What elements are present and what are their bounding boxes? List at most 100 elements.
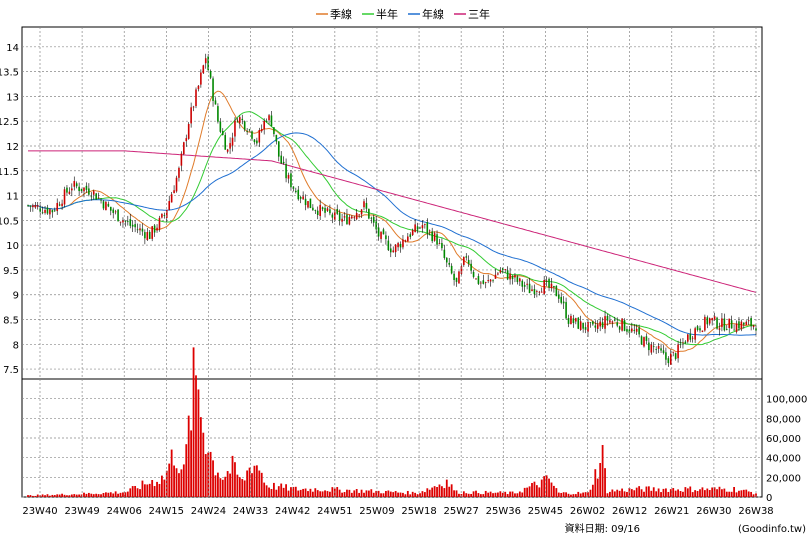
candle-body bbox=[657, 345, 660, 349]
candle-body bbox=[501, 268, 504, 270]
volume-bar bbox=[255, 465, 258, 497]
candle-body bbox=[127, 221, 129, 223]
volume-bar bbox=[75, 494, 78, 497]
candle-body bbox=[538, 291, 541, 293]
candle-body bbox=[251, 131, 253, 139]
x-tick-label: 26W30 bbox=[696, 506, 731, 517]
candle-body bbox=[66, 187, 68, 193]
candle-body bbox=[146, 232, 149, 241]
candle-body bbox=[402, 239, 404, 248]
candle-body bbox=[487, 280, 489, 282]
candle-body bbox=[531, 289, 533, 291]
volume-bar bbox=[29, 495, 32, 497]
candle-body bbox=[635, 328, 638, 332]
volume-bar bbox=[735, 492, 738, 497]
candle-body bbox=[117, 209, 119, 222]
candle-body bbox=[667, 358, 670, 364]
volume-bar bbox=[526, 487, 529, 497]
volume-bar bbox=[180, 469, 183, 497]
volume-bar bbox=[49, 495, 51, 497]
candle-body bbox=[669, 353, 672, 365]
volume-bar bbox=[302, 488, 305, 497]
candle-body bbox=[589, 322, 592, 324]
candle-body bbox=[472, 271, 475, 277]
volume-bar bbox=[231, 455, 234, 497]
price-tick-label: 11.5 bbox=[0, 167, 19, 178]
volume-bar bbox=[594, 469, 597, 497]
candle-body bbox=[36, 205, 39, 207]
volume-bar bbox=[701, 487, 704, 497]
volume-bar bbox=[409, 494, 412, 497]
candle-body bbox=[212, 78, 214, 101]
candle-body bbox=[153, 225, 156, 233]
volume-bar bbox=[338, 489, 341, 497]
volume-bar bbox=[475, 490, 477, 497]
candle-body bbox=[638, 327, 640, 335]
x-axis-ticks: 23W40 23W49 24W06 24W15 24W24 24W33 24W42 24W51… bbox=[22, 506, 773, 517]
volume-bar bbox=[674, 490, 677, 497]
volume-bar bbox=[355, 489, 358, 497]
candle-body bbox=[682, 342, 684, 344]
candle-body bbox=[665, 352, 667, 360]
volume-bar bbox=[392, 492, 395, 497]
candle-body bbox=[58, 204, 61, 206]
candle-body bbox=[711, 318, 713, 321]
candle-body bbox=[180, 153, 183, 166]
candle-body bbox=[307, 201, 309, 208]
candle-body bbox=[156, 227, 158, 231]
candle-body bbox=[504, 269, 507, 270]
volume-bar bbox=[122, 492, 124, 497]
volume-bar bbox=[421, 491, 424, 497]
candle-body bbox=[562, 301, 565, 304]
candle-body bbox=[136, 229, 139, 231]
candle-body bbox=[114, 211, 117, 213]
volume-bar bbox=[453, 490, 455, 497]
volume-bar bbox=[385, 490, 387, 497]
volume-bar bbox=[394, 491, 397, 497]
candle-body bbox=[687, 334, 689, 342]
volume-bar bbox=[212, 460, 214, 497]
volume-grid bbox=[22, 398, 762, 498]
candle-body bbox=[282, 161, 285, 164]
volume-bar bbox=[523, 487, 526, 497]
price-grid bbox=[22, 46, 762, 370]
candle-body bbox=[209, 71, 212, 78]
volume-bar bbox=[716, 489, 718, 497]
candle-body bbox=[46, 207, 49, 214]
volume-bar bbox=[229, 473, 231, 497]
volume-bar bbox=[706, 488, 709, 497]
volume-bar bbox=[738, 490, 740, 497]
moving-average-lines bbox=[27, 90, 757, 353]
candle-body bbox=[44, 209, 46, 213]
candle-body bbox=[484, 282, 487, 283]
volume-bar bbox=[331, 487, 334, 497]
x-tick-label: 25W18 bbox=[401, 506, 436, 517]
volume-bar bbox=[443, 488, 446, 497]
x-tick-label: 26W38 bbox=[738, 506, 773, 517]
candle-body bbox=[192, 106, 195, 108]
volume-bar bbox=[263, 482, 266, 497]
volume-bar bbox=[31, 495, 34, 497]
volume-bar bbox=[78, 494, 81, 497]
candle-body bbox=[438, 243, 441, 244]
price-tick-label: 9.5 bbox=[3, 266, 19, 277]
candle-body bbox=[256, 140, 258, 144]
ma-3year-line bbox=[28, 150, 757, 293]
candle-body bbox=[263, 121, 265, 130]
volume-bar bbox=[479, 494, 482, 497]
volume-bar bbox=[402, 492, 404, 497]
volume-bar bbox=[596, 478, 599, 497]
candle-body bbox=[482, 280, 485, 284]
volume-bar bbox=[399, 492, 402, 497]
candle-body bbox=[92, 191, 95, 195]
volume-bar bbox=[630, 489, 633, 497]
volume-bar bbox=[472, 491, 475, 497]
candle-body bbox=[122, 220, 124, 223]
x-tick-label: 24W33 bbox=[233, 506, 268, 517]
volume-bar bbox=[217, 472, 219, 497]
volume-bar bbox=[682, 491, 684, 497]
candle-body bbox=[453, 273, 455, 280]
candle-body bbox=[221, 131, 224, 135]
candle-body bbox=[706, 317, 709, 325]
candle-body bbox=[652, 346, 655, 348]
